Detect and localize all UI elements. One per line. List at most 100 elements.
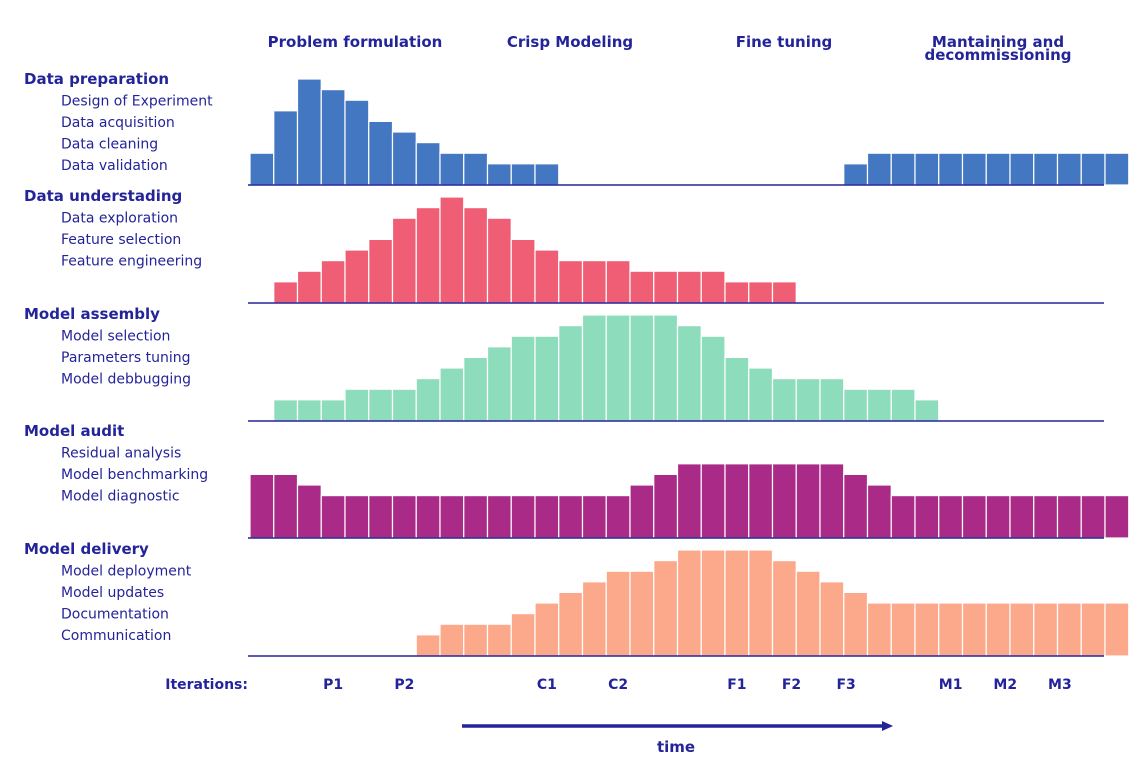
bar (1009, 602, 1035, 657)
bar (843, 163, 869, 186)
phase-label-3: Mantaining and decommissioning (924, 33, 1071, 64)
phase-label-0: Problem formulation (268, 33, 443, 51)
bar (961, 602, 987, 657)
bar (344, 249, 370, 304)
bar (391, 131, 417, 186)
bar (843, 388, 869, 422)
bar (344, 388, 370, 422)
bar (819, 581, 845, 657)
bar (368, 495, 394, 539)
section-item: Residual analysis (61, 446, 181, 462)
bar (273, 110, 299, 186)
bar (463, 207, 489, 304)
bar (463, 495, 489, 539)
bar (510, 495, 536, 539)
bar (463, 152, 489, 186)
section-item: Model selection (61, 329, 170, 345)
bar (795, 570, 821, 657)
bar (843, 591, 869, 657)
bar (700, 549, 726, 657)
bar (249, 152, 275, 186)
bar (985, 495, 1011, 539)
bar (748, 281, 774, 304)
time-arrow: time (462, 721, 893, 756)
bar (273, 473, 299, 539)
bar (344, 495, 370, 539)
iterations-label: Iterations: (165, 677, 248, 693)
bar (795, 463, 821, 539)
bar (463, 623, 489, 657)
section-item: Model diagnostic (61, 489, 180, 505)
bar (510, 612, 536, 657)
bar (581, 495, 607, 539)
bar (581, 260, 607, 304)
section-item: Model deployment (61, 564, 192, 580)
bar (605, 570, 631, 657)
bar (890, 388, 916, 422)
bar (510, 163, 536, 186)
bar (415, 378, 441, 422)
bar (676, 463, 702, 539)
iteration-tick: M2 (993, 677, 1017, 693)
bar (391, 495, 417, 539)
sections: Data preparation Design of Experiment Data… (24, 70, 1130, 657)
bar (866, 484, 892, 539)
bar (914, 399, 940, 422)
bar (961, 152, 987, 186)
bar (368, 388, 394, 422)
bar (890, 495, 916, 539)
bar (296, 484, 322, 539)
bar (320, 260, 346, 304)
bar (344, 99, 370, 186)
bar (724, 549, 750, 657)
bar (558, 591, 584, 657)
bar (985, 602, 1011, 657)
bar (605, 260, 631, 304)
section-item: Parameters tuning (61, 350, 190, 366)
bar (534, 249, 560, 304)
bar (415, 207, 441, 304)
section-item: Model benchmarking (61, 467, 208, 483)
bar (843, 473, 869, 539)
bar (605, 495, 631, 539)
bar (510, 335, 536, 422)
bar (748, 549, 774, 657)
iteration-tick: P1 (323, 677, 343, 693)
section-title: Data understading (24, 187, 182, 205)
bar (724, 463, 750, 539)
section-item: Data validation (61, 158, 168, 174)
bar (439, 495, 465, 539)
bar (819, 378, 845, 422)
section-item: Communication (61, 628, 171, 644)
section-item: Design of Experiment (61, 94, 213, 110)
bar (1033, 602, 1059, 657)
section-1: Data understading Data exploration Feature… (24, 187, 1104, 304)
bar (581, 314, 607, 422)
section-item: Data exploration (61, 211, 178, 227)
bar (1104, 495, 1130, 539)
bar (771, 378, 797, 422)
bar (866, 388, 892, 422)
bar (510, 238, 536, 304)
bar (415, 142, 441, 186)
iteration-tick: M1 (939, 677, 963, 693)
bar (534, 602, 560, 657)
bar (676, 325, 702, 422)
bar (629, 314, 655, 422)
bar (938, 495, 964, 539)
bar (795, 378, 821, 422)
bar (486, 346, 512, 422)
section-title: Model delivery (24, 540, 149, 558)
section-4: Model delivery Model deployment Model upda… (24, 540, 1130, 657)
bar (296, 270, 322, 304)
bar (1056, 152, 1082, 186)
iteration-tick: F1 (727, 677, 746, 693)
iteration-tick: M3 (1048, 677, 1072, 693)
bar (771, 463, 797, 539)
bar (700, 270, 726, 304)
phase-labels: Problem formulation Crisp Modeling Fine tu… (268, 33, 1072, 64)
time-arrow-head (882, 721, 893, 731)
bar (486, 495, 512, 539)
section-title: Model assembly (24, 305, 160, 323)
